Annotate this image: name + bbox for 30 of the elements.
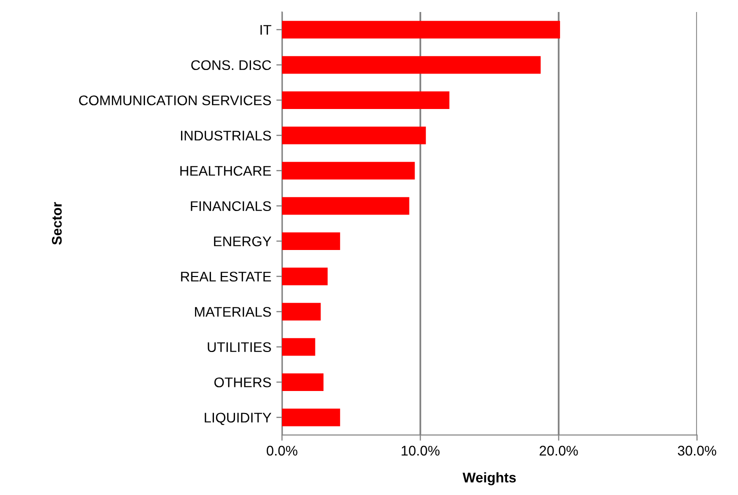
x-axis-title: Weights [462, 472, 516, 486]
x-tick-label: 0.0% [266, 446, 298, 456]
bar [282, 20, 560, 38]
y-tick-label: LIQUIDITY [204, 412, 272, 426]
y-tick-label: INDUSTRIALS [181, 130, 271, 141]
y-tick-label: IT [260, 25, 272, 35]
x-tick-label: 20.0% [540, 446, 578, 456]
bar [282, 268, 328, 286]
y-tick-label: ENERGY [214, 236, 272, 246]
y-tick-label: COMMUNICATION SERVICES [79, 95, 271, 106]
bar [282, 408, 340, 426]
y-tick-label: OTHERS [214, 377, 271, 388]
y-axis-title: Sector [52, 202, 62, 245]
y-tick-label: FINANCIALS [190, 201, 271, 212]
bar [282, 373, 324, 391]
bar [282, 338, 316, 356]
y-tick-label: REAL ESTATE [181, 272, 271, 282]
y-tick-label: HEALTHCARE [180, 166, 271, 176]
bar [282, 56, 541, 74]
bar [282, 162, 415, 180]
bar [282, 126, 426, 144]
bar [282, 302, 321, 320]
bar [282, 197, 410, 215]
bar [282, 232, 340, 250]
x-tick-label: 10.0% [402, 446, 440, 456]
y-tick-label: MATERIALS [195, 306, 271, 317]
y-tick-label: UTILITIES [208, 342, 271, 352]
bar [282, 91, 450, 109]
y-tick-label: CONS. DISC [191, 60, 272, 70]
x-tick-label: 30.0% [678, 446, 716, 456]
